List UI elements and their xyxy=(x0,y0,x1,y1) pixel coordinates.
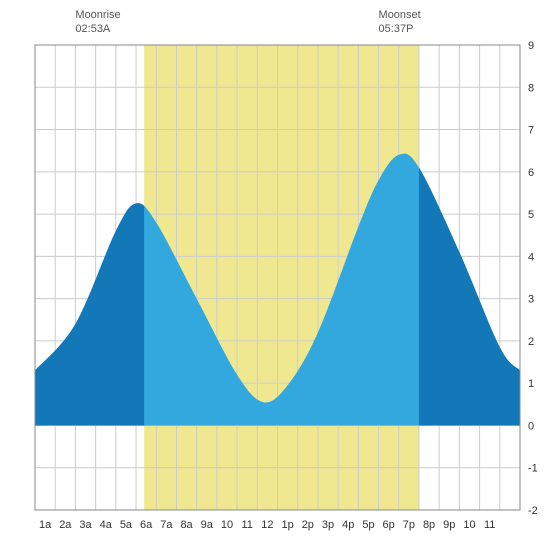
x-tick-label: 7p xyxy=(403,519,415,531)
moonrise-time: 02:53A xyxy=(75,22,120,36)
x-tick-label: 4p xyxy=(342,519,354,531)
x-tick-label: 5a xyxy=(120,519,133,531)
x-tick-label: 7a xyxy=(160,519,173,531)
moonrise-label: Moonrise xyxy=(75,8,120,22)
x-tick-label: 8a xyxy=(180,519,193,531)
chart-svg: -2-101234567891a2a3a4a5a6a7a8a9a1011121p… xyxy=(0,0,550,550)
x-tick-label: 11 xyxy=(241,519,252,531)
moonrise-annotation: Moonrise 02:53A xyxy=(75,8,120,36)
tide-chart: Moonrise 02:53A Moonset 05:37P -2-101234… xyxy=(0,0,550,550)
y-tick-label: 5 xyxy=(528,209,534,221)
y-tick-label: 9 xyxy=(528,40,534,52)
x-tick-label: 6a xyxy=(140,519,153,531)
x-tick-label: 5p xyxy=(362,519,374,531)
y-tick-label: 2 xyxy=(528,336,534,348)
x-tick-label: 4a xyxy=(100,519,113,531)
y-tick-label: 0 xyxy=(528,420,534,432)
x-tick-label: 2p xyxy=(302,519,314,531)
y-tick-label: 8 xyxy=(528,82,534,94)
moonset-label: Moonset xyxy=(379,8,421,22)
x-tick-label: 8p xyxy=(423,519,435,531)
moonset-time: 05:37P xyxy=(379,22,421,36)
x-tick-label: 12 xyxy=(261,519,273,531)
x-tick-label: 3a xyxy=(79,519,92,531)
x-tick-label: 3p xyxy=(322,519,334,531)
moonset-annotation: Moonset 05:37P xyxy=(379,8,421,36)
y-tick-label: 7 xyxy=(528,125,534,137)
y-tick-label: 6 xyxy=(528,167,534,179)
y-tick-label: -2 xyxy=(528,505,538,517)
y-tick-label: 3 xyxy=(528,294,534,306)
x-tick-label: 6p xyxy=(383,519,395,531)
x-tick-label: 10 xyxy=(463,519,475,531)
x-tick-label: 2a xyxy=(59,519,72,531)
x-tick-label: 9a xyxy=(201,519,214,531)
y-tick-label: 1 xyxy=(528,378,534,390)
y-tick-label: -1 xyxy=(528,463,538,475)
x-tick-label: 9p xyxy=(443,519,455,531)
x-tick-label: 1p xyxy=(281,519,293,531)
x-tick-label: 10 xyxy=(221,519,233,531)
y-tick-label: 4 xyxy=(528,251,534,263)
x-tick-label: 11 xyxy=(484,519,495,531)
x-tick-label: 1a xyxy=(39,519,52,531)
